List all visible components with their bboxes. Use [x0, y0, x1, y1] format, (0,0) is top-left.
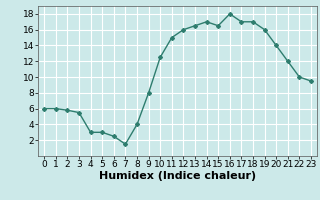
X-axis label: Humidex (Indice chaleur): Humidex (Indice chaleur) — [99, 171, 256, 181]
